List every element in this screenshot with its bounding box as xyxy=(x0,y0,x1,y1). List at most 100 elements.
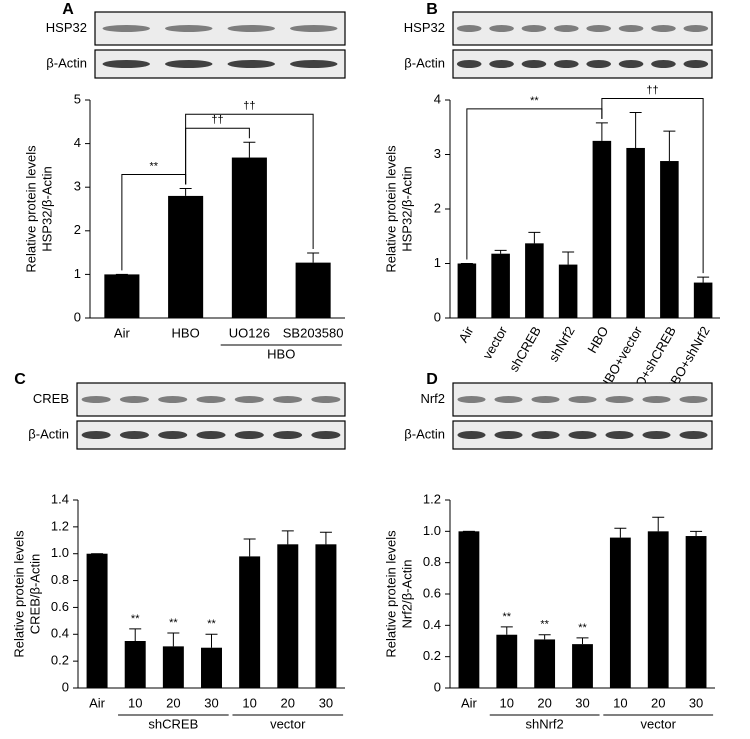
bracket xyxy=(185,113,314,250)
error-bar xyxy=(538,634,551,640)
error-bar xyxy=(129,628,142,641)
error-bar xyxy=(690,530,703,537)
y-tick-label: 0.8 xyxy=(51,572,69,587)
blot-band xyxy=(158,431,188,439)
bar xyxy=(457,263,477,318)
y-tick-label: 3 xyxy=(434,146,441,161)
bar xyxy=(86,553,108,688)
y-axis-label: HSP32/β-Actin xyxy=(39,166,54,252)
bracket xyxy=(601,98,704,274)
blot-band xyxy=(521,60,547,68)
blot-label: β-Actin xyxy=(46,55,87,70)
blot-band xyxy=(605,431,634,439)
blot-band xyxy=(234,396,264,403)
y-tick-label: 1.2 xyxy=(51,518,69,533)
error-bar xyxy=(652,516,665,532)
significance: †† xyxy=(243,100,255,112)
blot-label: β-Actin xyxy=(28,426,69,441)
blot-label: Nrf2 xyxy=(420,391,445,406)
significance: ** xyxy=(540,619,549,631)
error-bar xyxy=(307,252,320,263)
blot-band xyxy=(586,25,611,32)
blot-band xyxy=(457,431,486,439)
blot-band xyxy=(651,25,676,32)
blot-band xyxy=(165,60,213,68)
bar xyxy=(239,556,261,688)
blot-band xyxy=(554,60,579,68)
blot-band xyxy=(102,60,150,68)
x-tick-label: Air xyxy=(461,695,478,710)
blot-label: β-Actin xyxy=(404,426,445,441)
x-tick-label: 20 xyxy=(166,695,180,710)
group-label: vector xyxy=(270,716,306,731)
bar xyxy=(104,274,140,318)
blot-band xyxy=(234,431,264,439)
y-tick-label: 0.4 xyxy=(51,626,69,641)
blot-band xyxy=(683,60,709,68)
bar xyxy=(693,282,713,318)
y-axis-label: Nrf2/β-Actin xyxy=(399,560,414,629)
blot-band xyxy=(568,396,597,403)
significance: ** xyxy=(131,613,140,625)
blot-band xyxy=(494,431,523,439)
y-tick-label: 1.0 xyxy=(51,545,69,560)
y-tick-label: 0 xyxy=(74,309,81,324)
bar xyxy=(162,646,184,688)
y-tick-label: 2 xyxy=(74,222,81,237)
x-tick-label: 30 xyxy=(319,695,333,710)
significance: ** xyxy=(530,95,539,107)
error-bar xyxy=(167,632,180,647)
blot-band xyxy=(227,60,275,68)
y-axis-label: Relative protein levels xyxy=(11,530,26,658)
y-tick-label: 0.4 xyxy=(423,617,441,632)
y-tick-label: 0 xyxy=(434,679,441,694)
blot-band xyxy=(81,431,111,439)
y-axis-label: Relative protein levels xyxy=(23,145,38,273)
error-bar xyxy=(629,112,642,148)
y-tick-label: 1.2 xyxy=(423,491,441,506)
bar xyxy=(458,531,480,688)
group-label: shCREB xyxy=(148,716,198,731)
blot-band xyxy=(679,396,708,403)
x-tick-label: 20 xyxy=(651,695,665,710)
group-label: vector xyxy=(641,716,677,731)
bar xyxy=(592,140,612,318)
significance: ** xyxy=(578,622,587,634)
y-tick-label: 0.2 xyxy=(51,653,69,668)
bar xyxy=(491,253,510,318)
error-bar xyxy=(494,249,507,254)
y-tick-label: 4 xyxy=(434,91,441,106)
blot-band xyxy=(273,431,303,439)
blot-label: HSP32 xyxy=(46,20,87,35)
x-tick-label: Air xyxy=(456,323,477,345)
x-tick-label: UO126 xyxy=(229,325,270,340)
x-tick-label: SB203580 xyxy=(283,325,344,340)
bar xyxy=(647,531,669,688)
blot-band xyxy=(119,396,149,403)
error-bar xyxy=(595,122,608,141)
blot-label: β-Actin xyxy=(404,55,445,70)
error-bar xyxy=(243,538,256,557)
bar xyxy=(496,634,518,688)
error-bar xyxy=(179,188,192,196)
panel-letter: C xyxy=(14,371,26,388)
blot-band xyxy=(196,396,226,403)
y-axis-label: Relative protein levels xyxy=(383,530,398,658)
x-tick-label: 20 xyxy=(537,695,551,710)
y-tick-label: 1 xyxy=(74,266,81,281)
blot-band xyxy=(531,396,560,403)
blot-band xyxy=(642,396,671,403)
blot-band xyxy=(119,431,149,439)
group-label: shNrf2 xyxy=(525,716,563,731)
error-bar xyxy=(243,141,256,158)
blot-band xyxy=(568,431,597,439)
blot-band xyxy=(273,396,303,403)
y-tick-label: 2 xyxy=(434,200,441,215)
y-axis-label: Relative protein levels xyxy=(383,145,398,273)
bar xyxy=(124,641,146,688)
y-tick-label: 0.2 xyxy=(423,648,441,663)
panel-letter: B xyxy=(426,1,438,18)
error-bar xyxy=(205,633,218,648)
bar xyxy=(660,161,679,318)
y-tick-label: 5 xyxy=(74,91,81,106)
